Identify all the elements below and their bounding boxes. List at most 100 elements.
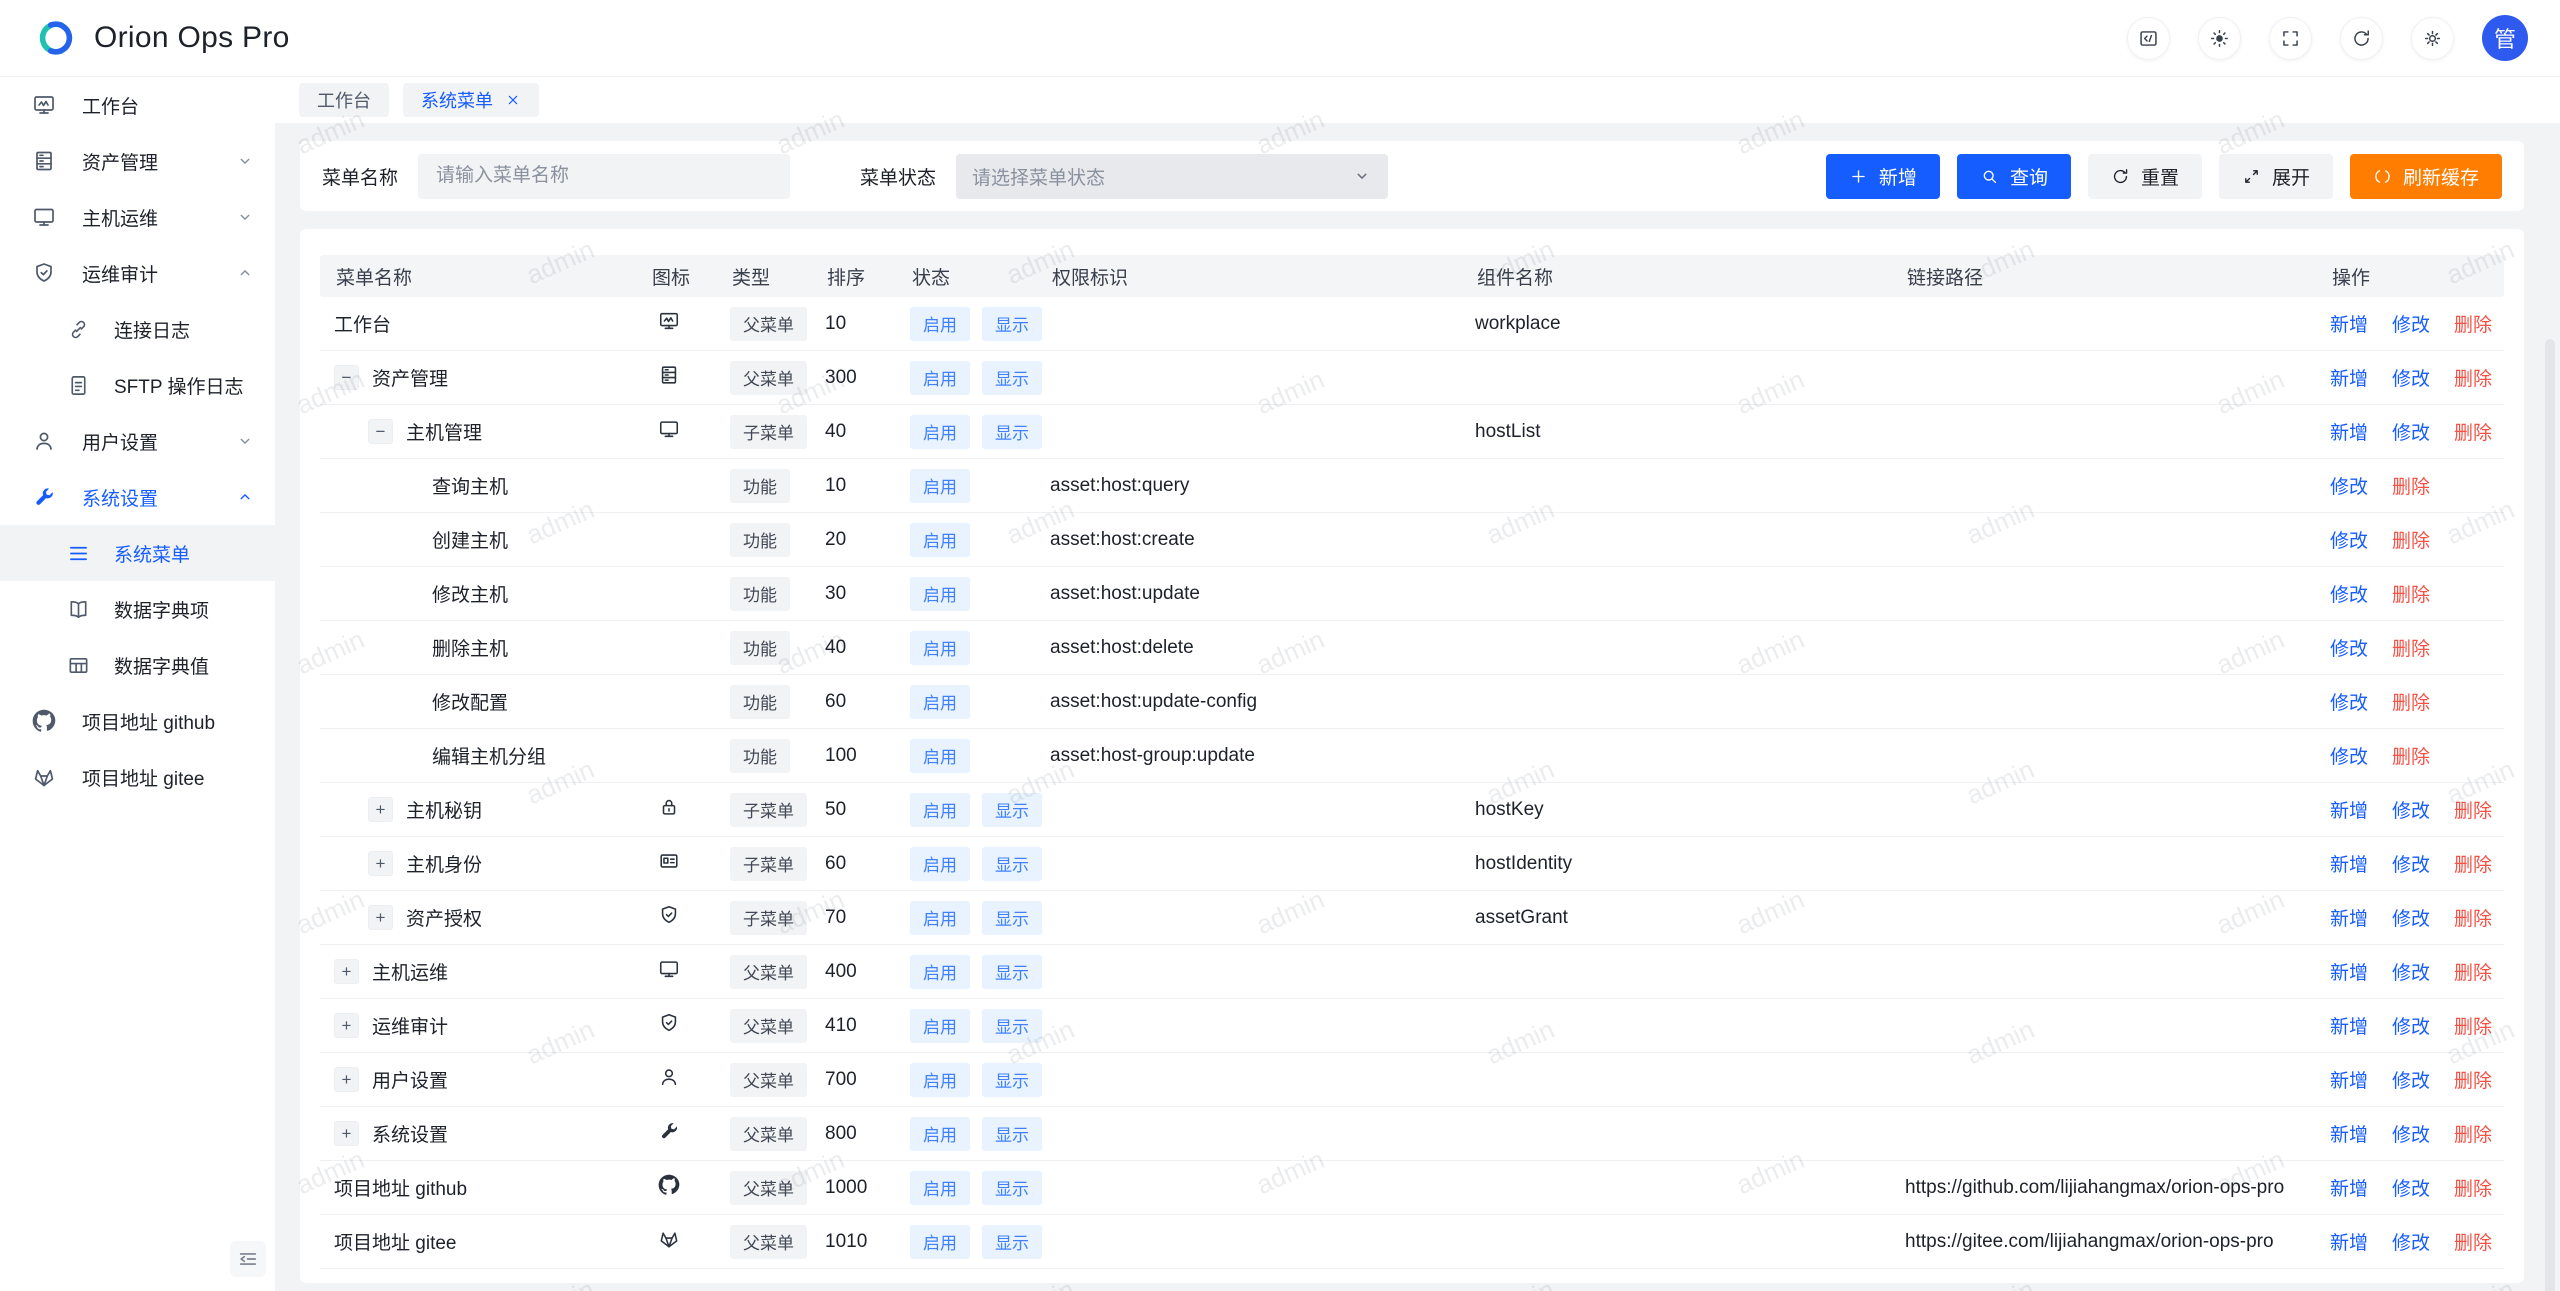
sort-cell: 10 (825, 474, 847, 496)
api-docs-button[interactable] (2127, 16, 2170, 60)
sidebar-subitem-3-1[interactable]: SFTP 操作日志 (0, 357, 275, 413)
plus-icon (1849, 167, 1868, 186)
theme-toggle-button[interactable] (2198, 16, 2241, 60)
row-action-add[interactable]: 新增 (2330, 801, 2369, 822)
path-cell: https://github.com/lijiahangmax/orion-op… (1905, 1176, 2285, 1198)
row-action-add[interactable]: 新增 (2330, 1179, 2369, 1200)
row-action-edit[interactable]: 修改 (2392, 1233, 2431, 1254)
expand-row-button[interactable]: + (368, 797, 393, 822)
type-cell: 父菜单 (730, 306, 825, 341)
toolbar-button-3[interactable]: 展开 (2218, 153, 2333, 199)
row-action-delete[interactable]: 删除 (2454, 1179, 2493, 1200)
row-action-delete[interactable]: 删除 (2392, 477, 2431, 498)
row-action-delete[interactable]: 删除 (2392, 531, 2431, 552)
row-action-delete[interactable]: 删除 (2454, 423, 2493, 444)
menu-name: 系统设置 (372, 1125, 449, 1146)
row-action-edit[interactable]: 修改 (2392, 1017, 2431, 1038)
row-action-add[interactable]: 新增 (2330, 855, 2369, 876)
expand-row-button[interactable]: + (334, 1013, 359, 1038)
row-action-add[interactable]: 新增 (2330, 963, 2369, 984)
row-action-add[interactable]: 新增 (2330, 909, 2369, 930)
row-action-add[interactable]: 新增 (2330, 423, 2369, 444)
row-action-edit[interactable]: 修改 (2392, 855, 2431, 876)
expand-row-button[interactable]: + (334, 1067, 359, 1092)
row-action-delete[interactable]: 删除 (2454, 1017, 2493, 1038)
row-action-edit[interactable]: 修改 (2392, 423, 2431, 444)
sidebar-item-3[interactable]: 运维审计 (0, 245, 275, 301)
sidebar-item-7[interactable]: 项目地址 gitee (0, 749, 275, 805)
row-action-add[interactable]: 新增 (2330, 369, 2369, 390)
row-action-edit[interactable]: 修改 (2392, 963, 2431, 984)
row-action-delete[interactable]: 删除 (2454, 963, 2493, 984)
menu-name-input[interactable] (418, 153, 791, 199)
row-action-edit[interactable]: 修改 (2392, 1125, 2431, 1146)
component-cell: assetGrant (1475, 906, 1568, 928)
menu-status-select[interactable]: 请选择菜单状态 (956, 153, 1389, 199)
sidebar-item-2[interactable]: 主机运维 (0, 189, 275, 245)
row-action-delete[interactable]: 删除 (2454, 1125, 2493, 1146)
row-action-edit[interactable]: 修改 (2392, 1071, 2431, 1092)
row-action-edit[interactable]: 修改 (2392, 1179, 2431, 1200)
expand-row-button[interactable]: + (334, 1121, 359, 1146)
row-action-edit[interactable]: 修改 (2330, 693, 2369, 714)
row-action-add[interactable]: 新增 (2330, 1071, 2369, 1092)
row-action-edit[interactable]: 修改 (2330, 585, 2369, 606)
expand-row-button[interactable]: + (368, 851, 393, 876)
toolbar-button-2[interactable]: 重置 (2087, 153, 2202, 199)
sidebar-item-0[interactable]: 工作台 (0, 77, 275, 133)
expand-row-button[interactable]: + (368, 905, 393, 930)
sidebar-item-4[interactable]: 用户设置 (0, 413, 275, 469)
sidebar-subitem-5-1[interactable]: 数据字典项 (0, 581, 275, 637)
row-action-edit[interactable]: 修改 (2392, 801, 2431, 822)
row-action-edit[interactable]: 修改 (2392, 369, 2431, 390)
row-action-delete[interactable]: 删除 (2392, 747, 2431, 768)
expand-row-button[interactable]: + (334, 959, 359, 984)
toolbar-button-0[interactable]: 新增 (1825, 153, 1940, 199)
row-action-edit[interactable]: 修改 (2330, 747, 2369, 768)
sidebar-item-5[interactable]: 系统设置 (0, 469, 275, 525)
toolbar-button-1[interactable]: 查询 (1956, 153, 2071, 199)
row-action-edit[interactable]: 修改 (2392, 909, 2431, 930)
row-action-add[interactable]: 新增 (2330, 1125, 2369, 1146)
settings-button[interactable] (2411, 16, 2454, 60)
toolbar-button-4[interactable]: 刷新缓存 (2349, 153, 2502, 199)
row-action-delete[interactable]: 删除 (2392, 693, 2431, 714)
tab-0[interactable]: 工作台 (299, 83, 389, 117)
row-action-edit[interactable]: 修改 (2392, 315, 2431, 336)
row-action-delete[interactable]: 删除 (2454, 801, 2493, 822)
row-action-delete[interactable]: 删除 (2454, 369, 2493, 390)
row-action-delete[interactable]: 删除 (2454, 855, 2493, 876)
row-action-add[interactable]: 新增 (2330, 315, 2369, 336)
sidebar-subitem-3-0[interactable]: 连接日志 (0, 301, 275, 357)
sidebar-collapse-button[interactable] (230, 1241, 266, 1277)
sidebar-subitem-5-2[interactable]: 数据字典值 (0, 637, 275, 693)
fullscreen-button[interactable] (2269, 16, 2312, 60)
row-action-add[interactable]: 新增 (2330, 1233, 2369, 1254)
reload-button[interactable] (2340, 16, 2383, 60)
row-action-delete[interactable]: 删除 (2454, 315, 2493, 336)
collapse-row-button[interactable]: − (368, 419, 393, 444)
row-action-delete[interactable]: 删除 (2454, 1071, 2493, 1092)
row-action-edit[interactable]: 修改 (2330, 639, 2369, 660)
sidebar-subitem-5-0[interactable]: 系统菜单 (0, 525, 275, 581)
sidebar-item-1[interactable]: 资产管理 (0, 133, 275, 189)
close-tab-icon[interactable] (505, 92, 521, 108)
tab-label: 系统菜单 (421, 91, 493, 111)
row-action-edit[interactable]: 修改 (2330, 477, 2369, 498)
row-action-delete[interactable]: 删除 (2454, 1233, 2493, 1254)
icon-cell (650, 364, 730, 392)
button-label: 重置 (2140, 167, 2179, 189)
row-action-add[interactable]: 新增 (2330, 1017, 2369, 1038)
row-action-delete[interactable]: 删除 (2392, 585, 2431, 606)
user-avatar[interactable]: 管 (2482, 15, 2528, 61)
tab-1[interactable]: 系统菜单 (403, 83, 539, 117)
collapse-row-button[interactable]: − (334, 365, 359, 390)
vertical-scrollbar[interactable] (2545, 339, 2555, 1291)
row-action-delete[interactable]: 删除 (2454, 909, 2493, 930)
type-cell: 父菜单 (730, 954, 825, 989)
row-action-delete[interactable]: 删除 (2392, 639, 2431, 660)
icon-cell (650, 1174, 730, 1202)
sidebar-item-6[interactable]: 项目地址 github (0, 693, 275, 749)
row-action-edit[interactable]: 修改 (2330, 531, 2369, 552)
status-tag: 启用 (910, 522, 970, 557)
